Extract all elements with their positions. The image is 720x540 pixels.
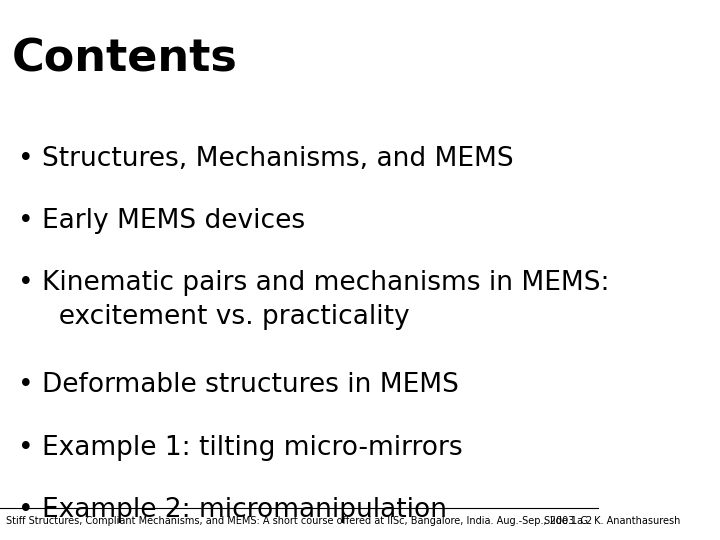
Text: Kinematic pairs and mechanisms in MEMS:
  excitement vs. practicality: Kinematic pairs and mechanisms in MEMS: … bbox=[42, 270, 609, 330]
Text: •: • bbox=[18, 497, 34, 523]
Text: Contents: Contents bbox=[12, 38, 238, 81]
Text: Example 1: tilting micro-mirrors: Example 1: tilting micro-mirrors bbox=[42, 435, 462, 461]
Text: Deformable structures in MEMS: Deformable structures in MEMS bbox=[42, 373, 459, 399]
Text: •: • bbox=[18, 373, 34, 399]
Text: •: • bbox=[18, 208, 34, 234]
Text: Stiff Structures, Compliant Mechanisms, and MEMS: A short course offered at IISc: Stiff Structures, Compliant Mechanisms, … bbox=[6, 516, 680, 526]
Text: Structures, Mechanisms, and MEMS: Structures, Mechanisms, and MEMS bbox=[42, 146, 513, 172]
Text: •: • bbox=[18, 435, 34, 461]
Text: Example 2: micromanipulation: Example 2: micromanipulation bbox=[42, 497, 447, 523]
Text: Early MEMS devices: Early MEMS devices bbox=[42, 208, 305, 234]
Text: •: • bbox=[18, 146, 34, 172]
Text: •: • bbox=[18, 270, 34, 296]
Text: Slide 1a.2: Slide 1a.2 bbox=[544, 516, 592, 526]
